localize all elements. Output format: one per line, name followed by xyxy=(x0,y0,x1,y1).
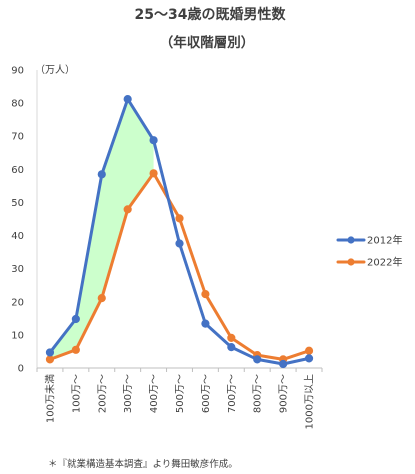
y-axis-unit-label: （万人） xyxy=(35,64,75,76)
x-tick-label: 100万～ xyxy=(71,374,82,413)
series-lines xyxy=(45,95,314,369)
source-footnote: ＊『就業構造基本調査』より舞田敏彦作成。 xyxy=(48,458,238,470)
y-tick-label: 40 xyxy=(11,231,24,242)
y-tick-label: 30 xyxy=(11,264,24,275)
x-tick-label: 600万～ xyxy=(201,374,212,413)
data-point xyxy=(304,346,314,355)
y-tick-label: 50 xyxy=(11,198,24,209)
data-point xyxy=(71,314,80,324)
x-tick-label: 200万～ xyxy=(97,374,108,413)
axes: 0 10 20 30 40 50 60 70 80 90 100万未満 100万～ 200万～ 300万～… xyxy=(11,66,323,429)
y-tick-label: 20 xyxy=(11,297,24,308)
y-tick-label: 90 xyxy=(11,66,24,77)
shaded-gap-polygon xyxy=(49,99,154,360)
data-point xyxy=(175,214,184,223)
x-tick-label: 100万未満 xyxy=(44,374,56,423)
legend-item: 2012年 xyxy=(336,234,402,247)
data-point xyxy=(123,95,132,104)
x-tick-label: 300万～ xyxy=(123,374,134,413)
data-point xyxy=(45,355,55,364)
chart-subtitle: （年収階層別） xyxy=(160,34,255,51)
x-tick-label: 700万～ xyxy=(227,374,238,413)
data-point xyxy=(201,290,210,299)
data-point xyxy=(97,170,106,179)
data-point xyxy=(253,355,262,364)
x-tick-label: 1000万以上 xyxy=(304,374,316,429)
y-tick-label: 70 xyxy=(11,132,24,143)
data-point xyxy=(175,239,184,248)
data-point xyxy=(304,354,314,363)
data-point xyxy=(45,348,55,357)
series-2012年 xyxy=(45,95,314,369)
x-tick-label: 900万～ xyxy=(279,374,290,413)
x-tick-label: 400万～ xyxy=(149,374,160,413)
data-point xyxy=(279,359,288,369)
legend: 2012年 2022年 xyxy=(336,234,402,269)
legend-label: 2022年 xyxy=(367,256,402,269)
legend-marker xyxy=(347,258,355,266)
legend-marker xyxy=(347,236,355,244)
y-tick-label: 60 xyxy=(11,165,24,176)
legend-label: 2012年 xyxy=(367,234,402,247)
chart-title: 25～34歳の既婚男性数 xyxy=(135,6,287,23)
y-tick-label: 10 xyxy=(11,330,24,341)
data-point xyxy=(227,343,236,352)
y-tick-label: 80 xyxy=(11,99,24,110)
data-point xyxy=(201,319,210,328)
data-point xyxy=(149,136,158,145)
difference-shading-area xyxy=(49,99,154,360)
series-2022年 xyxy=(45,169,314,364)
x-tick-label: 800万～ xyxy=(253,374,264,413)
y-tick-label: 0 xyxy=(18,364,24,375)
data-point xyxy=(97,294,106,303)
data-point xyxy=(71,345,80,354)
legend-item: 2022年 xyxy=(336,256,402,269)
data-point xyxy=(149,169,158,178)
data-point xyxy=(123,205,132,214)
x-tick-label: 500万～ xyxy=(175,374,186,413)
data-point xyxy=(227,333,236,342)
